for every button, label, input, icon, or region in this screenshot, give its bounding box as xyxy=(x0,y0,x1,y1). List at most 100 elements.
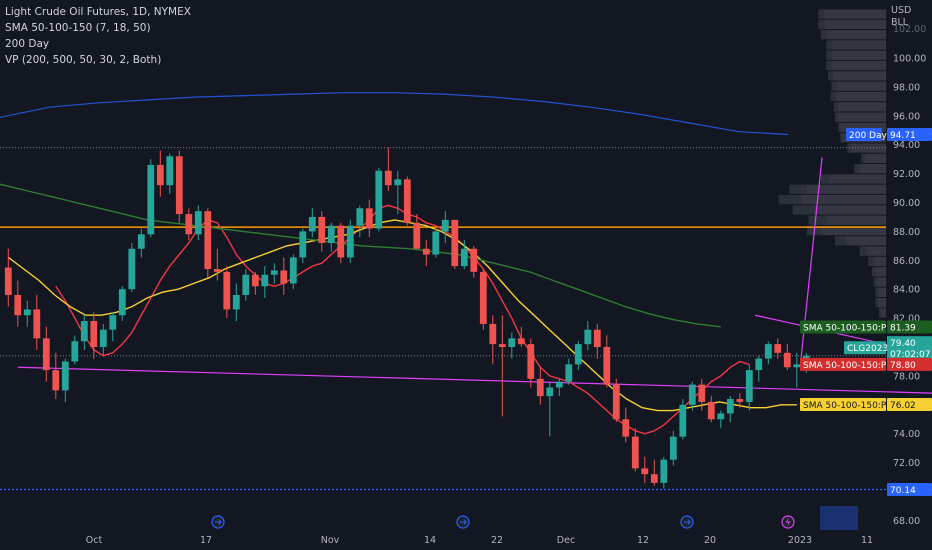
candle[interactable] xyxy=(441,211,449,243)
candle[interactable] xyxy=(641,456,649,483)
candle[interactable] xyxy=(204,208,212,278)
candle[interactable] xyxy=(660,456,668,489)
candle[interactable] xyxy=(698,378,706,411)
candle[interactable] xyxy=(299,228,307,264)
lightning-event-icon[interactable] xyxy=(781,515,795,529)
candles[interactable] xyxy=(4,147,810,489)
candle[interactable] xyxy=(166,153,174,194)
candle[interactable] xyxy=(280,257,288,296)
candle[interactable] xyxy=(175,150,183,223)
candle[interactable] xyxy=(232,283,240,322)
candle[interactable] xyxy=(498,315,506,417)
candle[interactable] xyxy=(413,214,421,249)
candle[interactable] xyxy=(432,228,440,258)
candle[interactable] xyxy=(612,378,620,423)
candle[interactable] xyxy=(270,263,278,284)
candle[interactable] xyxy=(375,167,383,232)
legend-sma[interactable]: SMA 50-100-150 (7, 18, 50) xyxy=(5,22,151,34)
candle[interactable] xyxy=(384,147,392,191)
candle[interactable] xyxy=(356,205,364,238)
candle[interactable] xyxy=(745,364,753,411)
candle[interactable] xyxy=(546,381,554,437)
candle[interactable] xyxy=(365,199,373,238)
candle[interactable] xyxy=(726,396,734,423)
candle[interactable] xyxy=(764,341,772,365)
candle[interactable] xyxy=(707,396,715,423)
candle[interactable] xyxy=(80,315,88,350)
candle[interactable] xyxy=(346,219,354,264)
legend-symbol-title[interactable]: Light Crude Oil Futures, 1D, NYMEX xyxy=(5,6,191,18)
candle[interactable] xyxy=(783,344,791,371)
candle[interactable] xyxy=(470,245,478,278)
candle[interactable] xyxy=(669,430,677,466)
candle[interactable] xyxy=(422,240,430,267)
candle[interactable] xyxy=(508,332,516,359)
candle[interactable] xyxy=(261,266,269,298)
candle[interactable] xyxy=(527,338,535,388)
candle[interactable] xyxy=(555,378,563,397)
time-axis[interactable]: Oct 17 Nov 14 22 Dec 12 20 2023 11 xyxy=(86,535,873,546)
candle[interactable] xyxy=(631,427,639,472)
candle[interactable] xyxy=(90,312,98,359)
candle[interactable] xyxy=(403,176,411,226)
candle[interactable] xyxy=(755,355,763,382)
candle[interactable] xyxy=(451,219,459,269)
candle[interactable] xyxy=(4,248,12,307)
candle[interactable] xyxy=(223,266,231,319)
candle[interactable] xyxy=(774,338,782,359)
candle[interactable] xyxy=(128,242,136,293)
chart-legend[interactable]: Light Crude Oil Futures, 1D, NYMEX SMA 5… xyxy=(5,4,191,68)
candle[interactable] xyxy=(394,170,402,215)
legend-200-day[interactable]: 200 Day xyxy=(5,38,50,50)
candle[interactable] xyxy=(42,326,50,382)
candle[interactable] xyxy=(185,208,193,241)
candle[interactable] xyxy=(460,240,468,269)
candle[interactable] xyxy=(147,159,155,238)
candle[interactable] xyxy=(688,381,696,411)
candle[interactable] xyxy=(318,211,326,252)
candle[interactable] xyxy=(251,271,259,296)
candle[interactable] xyxy=(52,352,60,400)
candle[interactable] xyxy=(156,150,164,197)
candle[interactable] xyxy=(109,312,117,342)
price-axis[interactable]: USD BLL 102.00 100.00 98.00 96.00 94.00 92.00… xyxy=(891,5,926,527)
candle[interactable] xyxy=(61,358,69,402)
candle[interactable] xyxy=(71,335,79,365)
candle[interactable] xyxy=(118,286,126,322)
candle[interactable] xyxy=(603,335,611,388)
candle[interactable] xyxy=(137,228,145,258)
candle[interactable] xyxy=(517,326,525,348)
candle[interactable] xyxy=(289,254,297,290)
candle[interactable] xyxy=(242,268,250,301)
candle[interactable] xyxy=(717,410,725,428)
economic-event-icon[interactable] xyxy=(211,515,225,529)
candle[interactable] xyxy=(99,323,107,356)
candle[interactable] xyxy=(14,280,22,327)
candle[interactable] xyxy=(679,399,687,440)
economic-event-icon[interactable] xyxy=(456,515,470,529)
candle[interactable] xyxy=(593,323,601,359)
candle[interactable] xyxy=(584,321,592,350)
candle[interactable] xyxy=(574,341,582,371)
candle[interactable] xyxy=(479,268,487,330)
event-markers[interactable] xyxy=(211,515,795,529)
candle[interactable] xyxy=(489,315,497,365)
candle[interactable] xyxy=(327,222,335,252)
candle[interactable] xyxy=(23,300,31,327)
candle[interactable] xyxy=(194,205,202,241)
candle[interactable] xyxy=(308,208,316,238)
legend-volume-profile[interactable]: VP (200, 500, 50, 30, 2, Both) xyxy=(5,54,162,66)
candle[interactable] xyxy=(565,358,573,385)
candle[interactable] xyxy=(337,222,345,264)
candle[interactable] xyxy=(793,352,801,388)
candle[interactable] xyxy=(622,407,630,443)
candle[interactable] xyxy=(536,367,544,405)
candle[interactable] xyxy=(33,295,41,350)
candle-body xyxy=(793,364,801,368)
volume-profile-bar xyxy=(836,81,886,91)
candle[interactable] xyxy=(736,393,744,408)
economic-event-icon[interactable] xyxy=(680,515,694,529)
candle[interactable] xyxy=(650,459,658,486)
candle[interactable] xyxy=(213,248,221,281)
